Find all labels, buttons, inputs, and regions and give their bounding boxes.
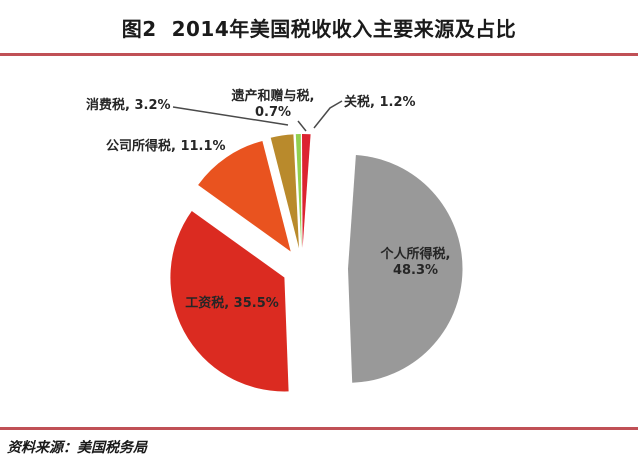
pie-slice-payroll-tax xyxy=(170,211,289,392)
pie-label-estate-gift-tax-line2: 0.7% xyxy=(254,105,292,120)
pie-label-tariff: 关税, 1.2% xyxy=(344,95,416,110)
pie-slice-corporate-income-tax xyxy=(198,141,291,252)
pie-slice-personal-income-tax xyxy=(348,155,463,383)
top-divider xyxy=(0,53,638,56)
pie-label-consumption-tax: 消费税, 3.2% xyxy=(86,98,171,113)
pie-label-personal-income-tax-line1: 个人所得税, xyxy=(380,247,451,262)
pie-label-estate-gift-tax: 遗产和赠与税, 0.7% xyxy=(225,89,321,121)
pie-label-personal-income-tax-line2: 48.3% xyxy=(392,263,439,278)
pie-slices xyxy=(170,133,463,392)
leader-lines xyxy=(172,100,343,132)
pie-label-estate-gift-tax-line1: 遗产和赠与税, xyxy=(231,89,315,104)
pie-label-personal-income-tax: 个人所得税, 48.3% xyxy=(358,247,473,279)
leader-line-estate-gift-tax xyxy=(297,120,307,132)
source-note: 资料来源：美国税务局 xyxy=(7,440,147,456)
pie-label-corporate-income-tax: 公司所得税, 11.1% xyxy=(106,139,226,154)
bottom-divider xyxy=(0,427,638,430)
leader-line-consumption-tax xyxy=(172,106,289,126)
pie-slice-tariff xyxy=(302,133,311,248)
pie-label-payroll-tax: 工资税, 35.5% xyxy=(185,296,279,311)
figure-title: 图2 2014年美国税收收入主要来源及占比 xyxy=(121,17,517,41)
pie-slice-estate-gift-tax xyxy=(295,133,302,248)
leader-line-tariff xyxy=(313,100,343,129)
pie-slice-consumption-tax xyxy=(270,134,299,249)
